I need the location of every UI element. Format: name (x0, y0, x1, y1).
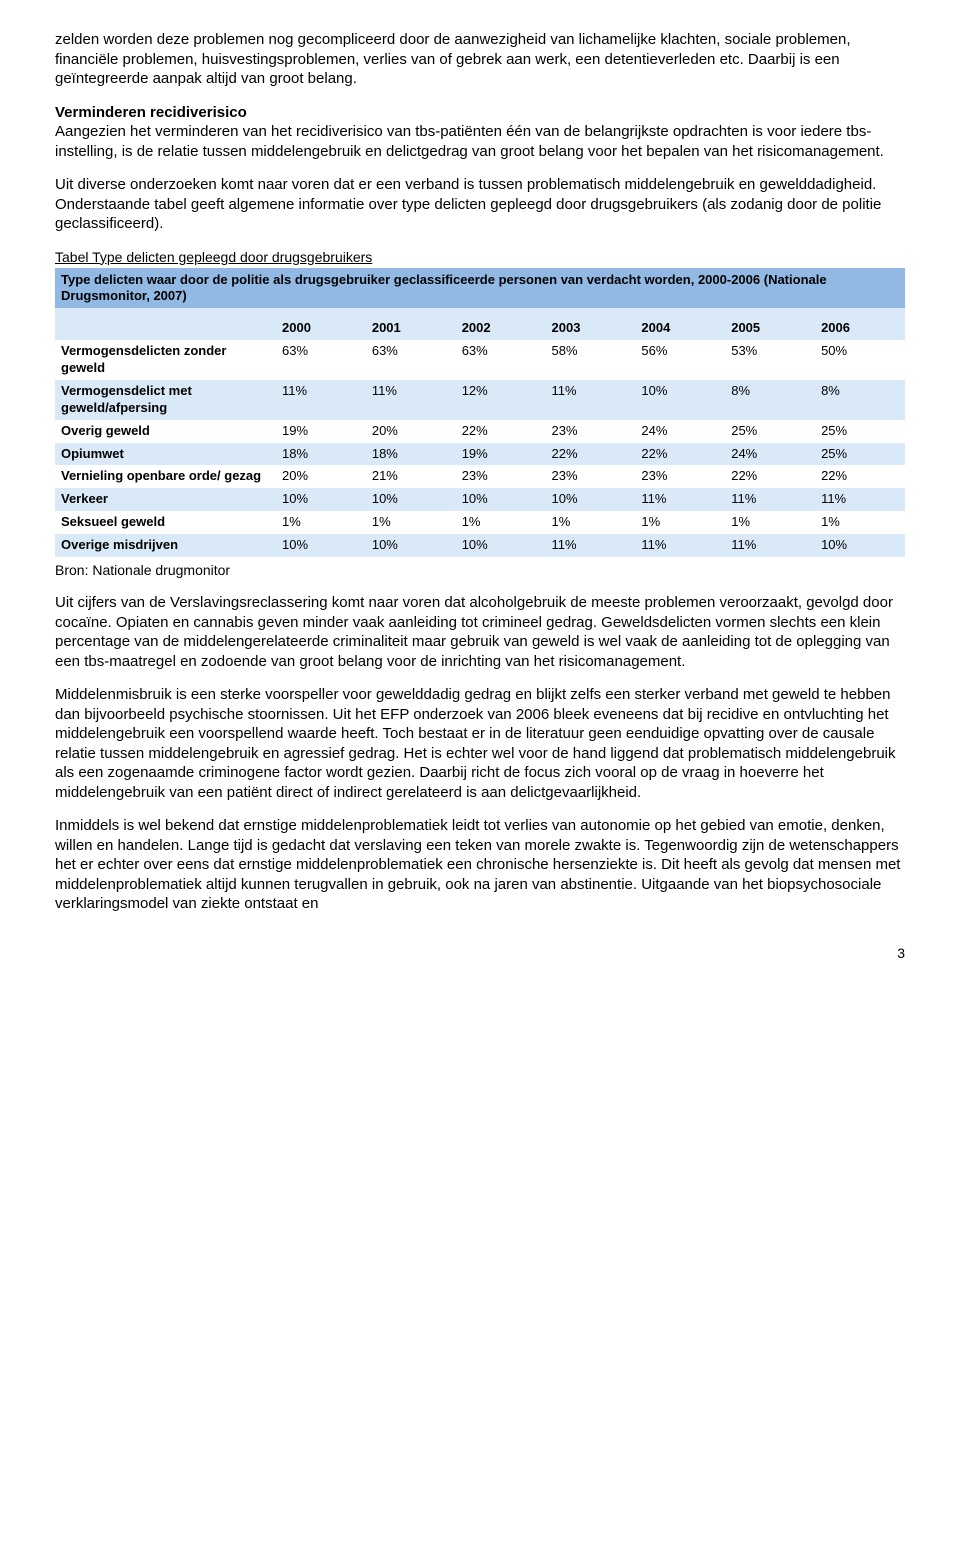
cell-value: 23% (456, 465, 546, 488)
table-row: Vermogensdelicten zonder geweld63%63%63%… (55, 340, 905, 380)
cell-value: 11% (276, 380, 366, 420)
cell-value: 22% (546, 443, 636, 466)
section-heading: Verminderen recidiverisico (55, 103, 905, 123)
cell-value: 25% (725, 420, 815, 443)
row-label: Seksueel geweld (55, 511, 276, 534)
cell-value: 25% (815, 420, 905, 443)
cell-value: 1% (456, 511, 546, 534)
cell-value: 19% (456, 443, 546, 466)
paragraph-recidive: Aangezien het verminderen van het recidi… (55, 122, 905, 161)
table-header-row: Type delicten waar door de politie als d… (55, 268, 905, 309)
page-number: 3 (55, 944, 905, 962)
year-blank (55, 308, 276, 340)
cell-value: 22% (456, 420, 546, 443)
cell-value: 8% (815, 380, 905, 420)
cell-value: 63% (366, 340, 456, 380)
cell-value: 19% (276, 420, 366, 443)
cell-value: 10% (276, 488, 366, 511)
cell-value: 18% (366, 443, 456, 466)
cell-value: 1% (366, 511, 456, 534)
table-row: Vernieling openbare orde/ gezag20%21%23%… (55, 465, 905, 488)
cell-value: 10% (276, 534, 366, 557)
cell-value: 11% (725, 488, 815, 511)
cell-value: 50% (815, 340, 905, 380)
cell-value: 53% (725, 340, 815, 380)
cell-value: 23% (546, 420, 636, 443)
cell-value: 58% (546, 340, 636, 380)
cell-value: 11% (635, 488, 725, 511)
table-caption: Tabel Type delicten gepleegd door drugsg… (55, 248, 905, 266)
cell-value: 10% (635, 380, 725, 420)
row-label: Verkeer (55, 488, 276, 511)
year-col: 2000 (276, 308, 366, 340)
cell-value: 11% (635, 534, 725, 557)
year-col: 2005 (725, 308, 815, 340)
cell-value: 10% (456, 488, 546, 511)
cell-value: 10% (366, 488, 456, 511)
cell-value: 63% (456, 340, 546, 380)
table-row: Verkeer10%10%10%10%11%11%11% (55, 488, 905, 511)
cell-value: 1% (276, 511, 366, 534)
cell-value: 10% (546, 488, 636, 511)
cell-value: 18% (276, 443, 366, 466)
paragraph-research: Uit diverse onderzoeken komt naar voren … (55, 175, 905, 234)
cell-value: 1% (635, 511, 725, 534)
cell-value: 10% (366, 534, 456, 557)
paragraph-intro: zelden worden deze problemen nog gecompl… (55, 30, 905, 89)
cell-value: 1% (546, 511, 636, 534)
cell-value: 56% (635, 340, 725, 380)
cell-value: 8% (725, 380, 815, 420)
cell-value: 22% (635, 443, 725, 466)
cell-value: 25% (815, 443, 905, 466)
table-row: Overige misdrijven10%10%10%11%11%11%10% (55, 534, 905, 557)
table-row: Seksueel geweld1%1%1%1%1%1%1% (55, 511, 905, 534)
table-row: Overig geweld19%20%22%23%24%25%25% (55, 420, 905, 443)
cell-value: 10% (815, 534, 905, 557)
cell-value: 1% (815, 511, 905, 534)
table-header-text: Type delicten waar door de politie als d… (55, 268, 905, 309)
paragraph-stats: Uit cijfers van de Verslavingsreclasseri… (55, 593, 905, 671)
cell-value: 12% (456, 380, 546, 420)
year-col: 2002 (456, 308, 546, 340)
cell-value: 10% (456, 534, 546, 557)
cell-value: 63% (276, 340, 366, 380)
year-col: 2004 (635, 308, 725, 340)
cell-value: 24% (635, 420, 725, 443)
table-year-row: 2000 2001 2002 2003 2004 2005 2006 (55, 308, 905, 340)
cell-value: 20% (366, 420, 456, 443)
cell-value: 11% (546, 380, 636, 420)
cell-value: 1% (725, 511, 815, 534)
table-row: Vermogensdelict met geweld/afpersing11%1… (55, 380, 905, 420)
cell-value: 11% (366, 380, 456, 420)
crime-type-table: Type delicten waar door de politie als d… (55, 268, 905, 557)
year-col: 2001 (366, 308, 456, 340)
row-label: Vermogensdelicten zonder geweld (55, 340, 276, 380)
row-label: Vernieling openbare orde/ gezag (55, 465, 276, 488)
cell-value: 21% (366, 465, 456, 488)
cell-value: 11% (725, 534, 815, 557)
cell-value: 11% (546, 534, 636, 557)
table-row: Opiumwet18%18%19%22%22%24%25% (55, 443, 905, 466)
paragraph-misuse: Middelenmisbruik is een sterke voorspell… (55, 685, 905, 802)
paragraph-autonomy: Inmiddels is wel bekend dat ernstige mid… (55, 816, 905, 914)
cell-value: 22% (815, 465, 905, 488)
cell-value: 23% (635, 465, 725, 488)
row-label: Overige misdrijven (55, 534, 276, 557)
table-source: Bron: Nationale drugmonitor (55, 561, 905, 579)
row-label: Vermogensdelict met geweld/afpersing (55, 380, 276, 420)
cell-value: 23% (546, 465, 636, 488)
year-col: 2006 (815, 308, 905, 340)
cell-value: 11% (815, 488, 905, 511)
row-label: Opiumwet (55, 443, 276, 466)
year-col: 2003 (546, 308, 636, 340)
row-label: Overig geweld (55, 420, 276, 443)
cell-value: 24% (725, 443, 815, 466)
cell-value: 22% (725, 465, 815, 488)
cell-value: 20% (276, 465, 366, 488)
